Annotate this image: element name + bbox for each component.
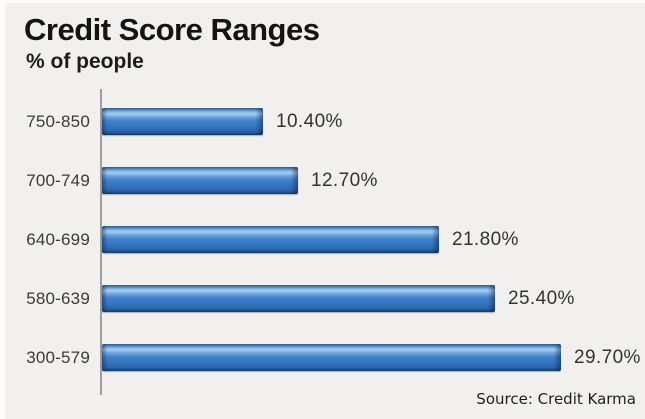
page-edge-left: [0, 0, 5, 419]
category-label: 300-579: [26, 347, 90, 367]
chart-subtitle: % of people: [26, 50, 144, 73]
page-edge-top: [0, 0, 645, 3]
bar: [102, 344, 561, 371]
category-label: 640-699: [26, 229, 90, 249]
y-axis-line: [100, 89, 102, 395]
category-label: 580-639: [26, 288, 90, 308]
bar: [102, 167, 298, 194]
source-attribution: Source: Credit Karma: [476, 390, 636, 408]
category-label: 700-749: [26, 170, 90, 190]
bar-row: 700-749 12.70%: [0, 151, 645, 210]
bar: [102, 108, 263, 135]
bar-row: 640-699 21.80%: [0, 210, 645, 269]
bar: [102, 226, 439, 253]
bar-row: 300-579 29.70%: [0, 328, 645, 387]
value-label: 21.80%: [452, 228, 519, 250]
bar-row: 580-639 25.40%: [0, 269, 645, 328]
bar-rows: 750-850 10.40% 700-749 12.70% 640-699 21…: [0, 92, 645, 387]
value-label: 12.70%: [311, 169, 378, 191]
value-label: 10.40%: [276, 110, 343, 132]
value-label: 29.70%: [574, 346, 641, 368]
category-label: 750-850: [26, 111, 90, 131]
bar-row: 750-850 10.40%: [0, 92, 645, 151]
bar: [102, 285, 495, 312]
chart-title: Credit Score Ranges: [24, 12, 320, 47]
value-label: 25.40%: [508, 287, 575, 309]
